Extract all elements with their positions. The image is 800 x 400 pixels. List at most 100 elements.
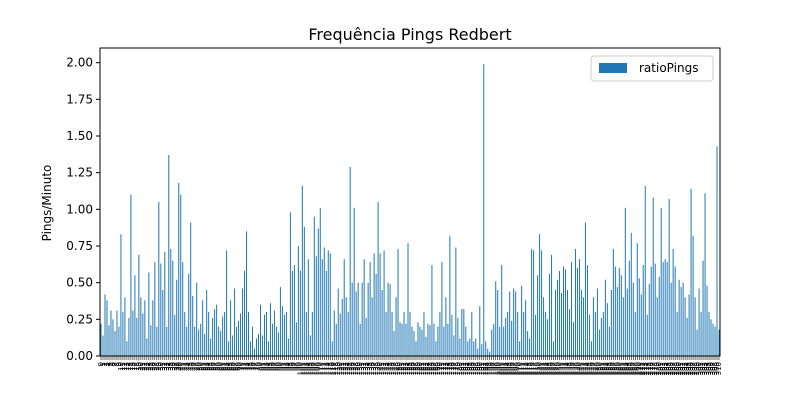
x-tick-label: 66 [229,361,237,370]
bar [110,310,112,356]
x-tick-label: 207 [510,362,518,375]
bar [618,268,620,356]
x-tick-label: 283 [661,362,669,375]
bar [501,265,503,356]
x-tick-label: 47 [191,362,199,371]
x-tick-label: 35 [167,362,175,371]
bar [650,266,652,356]
x-tick-label: 23 [143,362,151,371]
bar [535,314,537,356]
bar [327,250,329,356]
bar [120,234,122,356]
x-axis-ticks: 0123456789101112131415161718192021222324… [97,356,723,375]
x-tick-label: 107 [310,362,318,375]
bar [345,297,347,356]
bar [144,300,146,356]
x-tick-label: 16 [129,361,137,370]
x-tick-label: 273 [641,362,649,375]
bar [275,326,277,356]
x-tick-label: 238 [571,362,579,375]
x-tick-label: 70 [237,362,245,371]
x-tick-label: 60 [217,362,225,371]
bar [359,323,361,356]
bar [658,276,660,356]
bar [212,317,214,356]
bar [702,260,704,356]
x-tick-label: 9 [115,362,123,366]
x-tick-label: 126 [348,361,356,375]
bar [427,323,429,356]
bar [222,316,224,356]
x-tick-label: 153 [402,362,410,375]
bar [509,291,511,356]
x-tick-label: 167 [430,362,438,375]
bar [387,282,389,356]
bar [329,253,331,356]
bar [295,322,297,356]
bar [708,312,710,356]
bar [130,194,132,356]
x-tick-label: 269 [633,362,641,375]
bar [624,207,626,356]
bar [507,312,509,356]
x-tick-label: 197 [490,362,498,375]
bar [317,228,319,356]
bar [373,253,375,356]
bar [287,338,289,356]
x-tick-label: 103 [302,362,310,375]
bar [513,288,515,356]
bar [291,270,293,356]
bar [716,146,718,356]
x-tick-label: 191 [478,362,486,375]
x-tick-label: 43 [183,362,191,371]
x-tick-label: 100 [296,362,304,375]
bar [521,285,523,356]
chart-title: Frequência Pings Redbert [308,25,511,44]
bar [541,250,543,356]
bar [174,314,176,356]
bar [357,282,359,356]
bar [393,331,395,356]
x-tick-label: 250 [595,362,603,375]
bar [367,282,369,356]
bar [682,282,684,356]
bar [668,199,670,356]
x-tick-label: 82 [260,362,268,371]
bar [704,193,706,356]
x-tick-label: 164 [424,361,432,375]
bar [517,312,519,356]
bar [547,319,549,356]
x-tick-label: 193 [482,362,490,375]
x-tick-label: 4 [105,361,113,366]
x-tick-label: 160 [416,362,424,375]
y-tick-label: 0.50 [66,276,93,290]
bar [160,263,162,356]
x-tick-label: 174 [444,361,452,375]
bar [469,338,471,356]
bar [706,285,708,356]
bar [259,304,261,356]
bar [307,259,309,356]
bar [656,297,658,356]
bar [303,226,305,356]
x-tick-label: 49 [195,362,203,371]
x-tick-label: 243 [581,362,589,375]
x-tick-label: 76 [249,361,257,370]
x-tick-label: 83 [262,362,270,371]
x-tick-label: 24 [145,361,153,370]
bar [269,303,271,356]
bar [146,338,148,356]
x-tick-label: 157 [410,362,418,375]
bar [652,197,654,356]
x-tick-label: 254 [603,361,611,375]
bar [226,250,228,356]
bar [256,338,257,356]
x-tick-label: 125 [346,362,354,375]
bar [489,351,491,356]
x-tick-label: 188 [472,362,480,375]
x-tick-label: 300 [695,362,703,375]
x-tick-label: 206 [508,361,516,375]
bar [537,275,539,356]
x-tick-label: 222 [540,362,548,375]
